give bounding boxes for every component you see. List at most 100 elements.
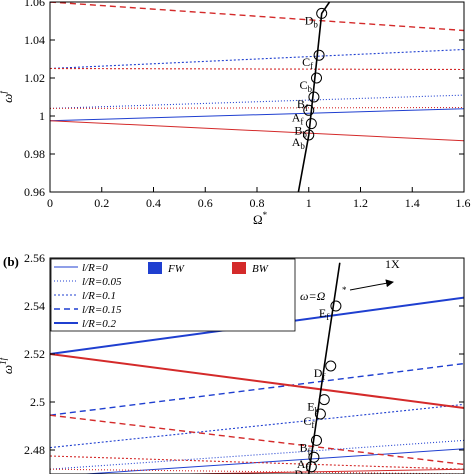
intersection-marker <box>303 129 315 141</box>
intersection-label: Bf <box>300 440 311 456</box>
y-tick-label: 1.02 <box>24 71 45 85</box>
legend-family-label: BW <box>252 263 269 275</box>
x-tick-label: 1.6 <box>456 196 471 210</box>
x-tick-label: 0 <box>47 196 53 210</box>
legend-entry-label: l/R=0.05 <box>82 276 122 288</box>
legend: l/R=0 l/R=0.05 l/R=0.1 l/R=0.15 l/R=0.2 FW BW <box>50 258 296 332</box>
x-tick-label: 1 <box>306 196 312 210</box>
y-tick-label: 2.5 <box>30 395 45 409</box>
legend-swatch-fw <box>148 262 162 274</box>
panel-label: (b) <box>3 254 19 269</box>
legend-entry-label: l/R=0.2 <box>82 318 117 330</box>
intersection-label-sub: f <box>326 312 329 322</box>
x-tick-label: 0.6 <box>198 196 213 210</box>
axes-frame <box>49 257 465 474</box>
legend-box <box>50 258 296 332</box>
intersection-label: Af <box>297 457 309 473</box>
series-line-bw-bold <box>50 353 464 409</box>
y-axis-label-sup: f <box>0 90 8 94</box>
y-tick-label: 2.56 <box>24 251 45 265</box>
intersection-label-sub: b <box>303 473 308 474</box>
series-line-fw-dashdot <box>50 439 464 470</box>
series-line-curve-solid <box>308 262 341 474</box>
series-line-fw-dashdot <box>50 94 464 109</box>
intersection-label: Cf <box>302 55 313 71</box>
series-line-bw-dashed <box>50 2 464 32</box>
series-line-bw-dashed <box>50 414 464 466</box>
intersection-label-sub: f <box>322 372 325 382</box>
intersection-label-sub: f <box>311 420 314 430</box>
intersection-label-sub: b <box>308 84 313 94</box>
y-tick-label: 0.98 <box>24 147 45 161</box>
intersection-label: Bf <box>297 97 308 113</box>
y-tick-label: 2.54 <box>24 299 45 313</box>
intersection-label-sub: f <box>308 446 311 456</box>
y-tick-label: 2.48 <box>24 443 45 457</box>
curve-arrow <box>349 279 394 291</box>
x-tick-label: 0.4 <box>146 196 161 210</box>
intersection-label-sub: f <box>300 116 303 126</box>
series-line-bw-dashdot <box>50 106 464 109</box>
legend-entry-label: l/R=0.1 <box>82 290 116 302</box>
y-axis-label-sup: 1f <box>0 356 8 365</box>
intersection-marker <box>311 72 323 84</box>
series-line-bw-dotted <box>50 455 464 470</box>
y-tick-label: 1.04 <box>24 33 45 47</box>
series-line-bw-solid <box>159 468 464 474</box>
intersection-marker <box>325 360 337 372</box>
y-axis-label: ωf <box>0 90 15 103</box>
axes-frame <box>49 1 465 193</box>
series-line-fw-dotted <box>50 403 464 449</box>
intersection-label-sub: b <box>315 406 320 416</box>
legend-family-label: FW <box>167 263 185 275</box>
y-tick-label: 0.96 <box>24 185 45 199</box>
y-tick-label: 1 <box>39 109 45 123</box>
series-line-fw-solid <box>50 108 464 122</box>
intersection-label: Cf <box>303 414 314 430</box>
intersection-marker <box>313 49 325 61</box>
x-axis-label: Ω* <box>253 210 268 227</box>
y-tick-label: 2.52 <box>24 347 45 361</box>
y-tick-label: 1.06 <box>24 0 45 9</box>
intersection-label: Af <box>292 110 304 126</box>
intersection-label-sub: b <box>313 19 318 29</box>
legend-entry-label: l/R=0 <box>82 262 108 274</box>
intersection-label: Cb <box>300 78 313 94</box>
intersection-marker <box>305 461 317 473</box>
intersection-marker <box>305 118 317 130</box>
y-axis-label: ω1f <box>0 356 15 374</box>
x-axis-label-sup: * <box>263 210 268 220</box>
intersection-label: Db <box>305 13 319 29</box>
series-line-bw-dashdot <box>50 468 464 474</box>
series-line-fw-dashed <box>50 362 464 416</box>
intersection-marker <box>311 434 323 446</box>
arrow-label: ω=Ω <box>300 289 326 303</box>
x-tick-label: 1.4 <box>405 196 420 210</box>
intersection-marker <box>318 394 330 406</box>
series-line-fw-solid <box>78 448 464 474</box>
curve-label: 1X <box>385 257 400 271</box>
intersection-label-sub: b <box>300 141 305 151</box>
intersection-label: Df <box>314 366 326 382</box>
intersection-marker <box>316 7 328 19</box>
legend-swatch-bw <box>232 262 246 274</box>
intersection-marker <box>308 91 320 103</box>
series-group <box>50 2 464 192</box>
intersection-marker <box>303 104 315 116</box>
intersection-label-sub: b <box>302 130 307 140</box>
x-tick-label: 1.2 <box>353 196 368 210</box>
arrow-label-sup: * <box>342 285 347 295</box>
series-line-curve-solid <box>297 2 331 192</box>
intersection-label-sub: f <box>310 61 313 71</box>
series-line-bw-solid <box>50 120 464 142</box>
intersection-marker <box>314 408 326 420</box>
intersection-label: Ef <box>319 306 329 322</box>
legend-entry-label: l/R=0.15 <box>82 304 122 316</box>
series-line-fw-dotted <box>50 48 464 70</box>
x-tick-label: 0.8 <box>250 196 265 210</box>
intersection-marker <box>330 300 342 312</box>
intersection-label-sub: f <box>305 103 308 113</box>
